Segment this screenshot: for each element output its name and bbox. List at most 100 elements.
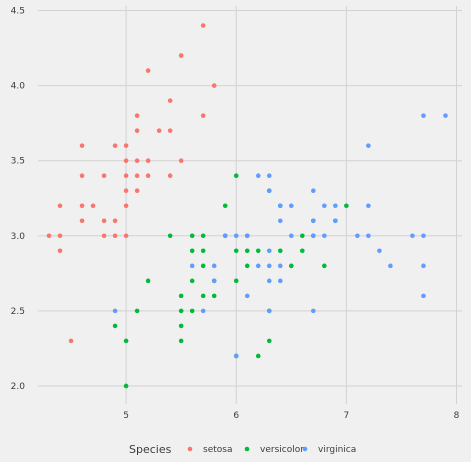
data-point	[266, 263, 272, 269]
data-point	[123, 338, 129, 344]
data-point	[211, 83, 217, 88]
data-point	[322, 233, 327, 239]
data-point	[266, 338, 272, 344]
data-point	[266, 248, 272, 254]
data-point	[211, 263, 217, 269]
data-point	[189, 248, 195, 254]
data-point	[57, 233, 63, 239]
data-point	[134, 188, 140, 194]
data-point	[112, 233, 118, 239]
data-point	[300, 233, 305, 239]
data-point	[68, 338, 74, 344]
data-point	[200, 113, 206, 118]
data-point	[112, 323, 118, 329]
data-point	[145, 68, 151, 73]
data-point	[167, 233, 173, 239]
data-point	[189, 308, 195, 314]
data-point	[266, 173, 272, 179]
data-point	[178, 293, 184, 299]
series-virginica	[112, 113, 448, 359]
data-point	[421, 263, 426, 269]
data-point	[211, 293, 217, 299]
data-point	[255, 248, 261, 254]
data-points	[46, 23, 448, 389]
data-point	[178, 323, 184, 329]
data-point	[123, 383, 129, 389]
data-point	[277, 263, 283, 269]
data-point	[134, 173, 140, 179]
data-point	[167, 98, 173, 103]
grid	[38, 6, 462, 404]
data-point	[233, 353, 239, 359]
data-point	[189, 263, 195, 269]
series-setosa	[46, 23, 217, 344]
data-point	[123, 158, 129, 163]
y-tick-label: 4.0	[11, 82, 26, 92]
data-point	[123, 188, 129, 194]
data-point	[123, 173, 129, 179]
data-point	[421, 113, 426, 118]
data-point	[410, 233, 415, 239]
data-point	[277, 203, 283, 209]
data-point	[79, 218, 85, 224]
data-point	[134, 308, 140, 314]
data-point	[167, 128, 173, 133]
data-point	[311, 218, 316, 224]
legend: Species setosa versicolor virginica	[129, 443, 356, 456]
data-point	[200, 23, 206, 28]
data-point	[443, 113, 448, 118]
data-point	[366, 233, 371, 239]
data-point	[57, 248, 63, 254]
y-axis: 2.0 2.5 3.0 3.5 4.0 4.5	[11, 7, 26, 392]
data-point	[178, 53, 184, 58]
data-point	[178, 158, 184, 163]
legend-key-setosa	[187, 446, 193, 452]
data-point	[112, 308, 118, 314]
x-tick-label: 7	[343, 411, 349, 421]
data-point	[222, 203, 228, 209]
data-point	[322, 203, 327, 209]
x-tick-label: 8	[454, 411, 460, 421]
data-point	[333, 218, 338, 224]
data-point	[222, 233, 228, 239]
data-point	[233, 173, 239, 179]
data-point	[266, 278, 272, 284]
data-point	[145, 173, 151, 179]
data-point	[156, 128, 162, 133]
data-point	[288, 263, 294, 269]
legend-title: Species	[129, 443, 172, 456]
data-point	[366, 203, 371, 209]
data-point	[366, 143, 371, 148]
data-point	[322, 263, 327, 269]
data-point	[421, 233, 426, 239]
data-point	[200, 248, 206, 254]
data-point	[79, 203, 85, 209]
data-point	[255, 173, 261, 179]
data-point	[421, 293, 426, 299]
data-point	[266, 308, 272, 314]
data-point	[79, 173, 85, 179]
data-point	[101, 173, 107, 179]
data-point	[244, 263, 250, 269]
data-point	[377, 248, 382, 254]
x-tick-label: 6	[233, 411, 239, 421]
data-point	[145, 278, 151, 284]
data-point	[311, 233, 316, 239]
data-point	[123, 143, 129, 148]
y-tick-label: 4.5	[11, 7, 25, 17]
data-point	[311, 308, 316, 314]
data-point	[344, 203, 349, 209]
data-point	[244, 248, 250, 254]
data-point	[388, 263, 393, 269]
data-point	[255, 353, 261, 359]
data-point	[200, 308, 206, 314]
data-point	[46, 233, 52, 239]
data-point	[101, 218, 107, 224]
data-point	[200, 263, 206, 269]
data-point	[123, 203, 129, 209]
data-point	[112, 218, 118, 224]
legend-label: virginica	[318, 445, 356, 455]
data-point	[311, 188, 316, 194]
